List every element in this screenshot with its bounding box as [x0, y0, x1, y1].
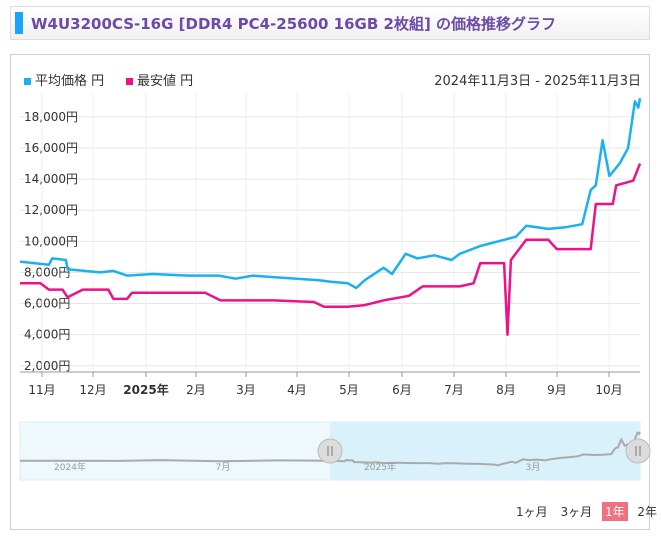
y-tick-label: 16,000円	[24, 141, 78, 155]
y-tick-label: 12,000円	[24, 203, 78, 217]
navigator-sparkline	[19, 431, 641, 467]
navigator-label: 3月	[526, 462, 541, 473]
y-tick-label: 4,000円	[24, 328, 70, 342]
navigator-label: 2024年	[54, 461, 86, 473]
x-tick-label: 11月	[28, 383, 55, 397]
x-tick-label: 3月	[236, 383, 256, 397]
legend-avg[interactable]: 平均価格 円	[24, 70, 104, 89]
navigator-selected-range	[330, 422, 640, 480]
zoom-1-month-button[interactable]: 1ヶ月	[516, 505, 548, 519]
zoom-1-year-button[interactable]: 1年	[601, 502, 628, 521]
x-tick-label: 2025年	[123, 382, 168, 397]
date-range-label: 2024年11月3日 - 2025年11月3日	[434, 74, 641, 89]
navigator-label: 7月	[216, 462, 231, 473]
y-tick-label: 6,000円	[24, 297, 70, 311]
navigator-label: 2025年	[364, 461, 396, 473]
series-line-min	[20, 163, 642, 336]
y-tick-label: 10,000円	[24, 234, 78, 248]
page-title: W4U3200CS-16G [DDR4 PC4-25600 16GB 2枚組] …	[31, 15, 557, 33]
y-tick-label: 14,000円	[24, 172, 78, 186]
x-tick-label: 4月	[287, 383, 307, 397]
title-accent-bar	[15, 12, 23, 34]
x-tick-label: 7月	[444, 383, 464, 397]
x-tick-label: 9月	[547, 383, 567, 397]
zoom-2-year-button[interactable]: 2年	[637, 505, 658, 519]
legend-min[interactable]: 最安値 円	[126, 70, 193, 89]
title-bar: W4U3200CS-16G [DDR4 PC4-25600 16GB 2枚組] …	[10, 6, 650, 40]
x-tick-label: 12月	[79, 383, 106, 397]
navigator-left-handle[interactable]	[317, 438, 343, 464]
x-tick-label: 5月	[339, 383, 359, 397]
legend-avg-swatch	[24, 78, 31, 85]
series-line-avg	[19, 97, 642, 290]
x-tick-label: 6月	[392, 383, 412, 397]
legend-avg-label: 平均価格 円	[35, 74, 105, 89]
legend-min-label: 最安値 円	[137, 74, 194, 89]
y-tick-label: 8,000円	[24, 265, 70, 279]
zoom-button-group: 1ヶ月 3ヶ月 1年 2年	[510, 502, 660, 521]
zoom-3-month-button[interactable]: 3ヶ月	[560, 505, 593, 519]
legend-min-swatch	[126, 78, 133, 85]
y-tick-label: 18,000円	[24, 110, 78, 124]
navigator-right-handle[interactable]	[625, 438, 651, 464]
y-tick-label: 2,000円	[24, 359, 70, 373]
x-tick-label: 10月	[595, 383, 622, 397]
x-tick-label: 2月	[186, 383, 206, 397]
x-tick-label: 8月	[496, 383, 516, 397]
